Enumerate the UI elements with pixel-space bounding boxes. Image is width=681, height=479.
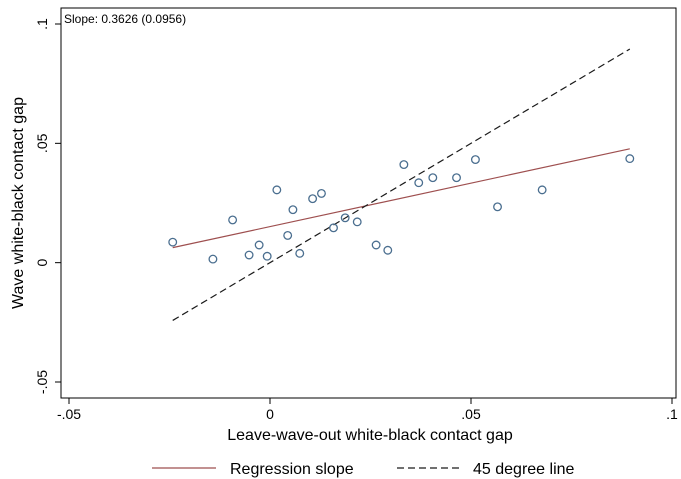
y-tick-label: 0 [34, 259, 50, 267]
scatter-point [537, 185, 547, 195]
x-tick-label: .05 [461, 406, 481, 422]
scatter-point [414, 178, 424, 188]
y-tick-label: .1 [34, 18, 50, 30]
scatter-point [470, 155, 480, 165]
scatter-point [399, 160, 409, 170]
scatter-point [283, 231, 293, 240]
scatter-point [428, 173, 438, 183]
scatter-point [295, 248, 305, 258]
scatter-point [208, 254, 218, 264]
scatter-point [272, 185, 282, 195]
regression-line [172, 148, 630, 249]
scatter-point [288, 205, 298, 215]
scatter-point [317, 189, 326, 198]
scatter-point [493, 202, 502, 212]
scatter-point [329, 223, 338, 233]
y-axis-label: Wave white-black contact gap [10, 97, 27, 309]
fit-lines [172, 48, 631, 321]
x-axis-ticks: -.05 0 .05 .1 [57, 398, 678, 422]
scatter-point [625, 154, 635, 164]
scatter-point [262, 251, 272, 261]
scatter-point [244, 250, 254, 260]
scatter-point [308, 194, 318, 204]
legend: Regression slope 45 degree line [152, 461, 575, 478]
y-tick-label: -.05 [34, 370, 50, 394]
x-tick-label: .1 [666, 406, 678, 422]
x-tick-label: 0 [266, 406, 274, 422]
plot-area [60, 7, 677, 399]
scatter-point [352, 217, 362, 227]
scatter-points [168, 154, 635, 264]
x-tick-label: -.05 [57, 406, 81, 422]
forty-five-degree-line [172, 48, 631, 321]
legend-45deg-label: 45 degree line [473, 461, 575, 478]
scatter-point [383, 245, 393, 255]
scatter-point [452, 173, 461, 183]
scatter-point [254, 240, 264, 250]
scatter-point [371, 240, 381, 250]
y-axis-ticks: -.05 0 .05 .1 [34, 18, 61, 394]
legend-regression-label: Regression slope [230, 461, 354, 478]
scatter-point [168, 237, 178, 247]
scatter-point [340, 213, 350, 223]
x-axis-label: Leave-wave-out white-black contact gap [227, 427, 513, 444]
scatter-point [228, 215, 238, 225]
slope-annotation: Slope: 0.3626 (0.0956) [64, 12, 186, 26]
y-tick-label: .05 [34, 133, 50, 153]
